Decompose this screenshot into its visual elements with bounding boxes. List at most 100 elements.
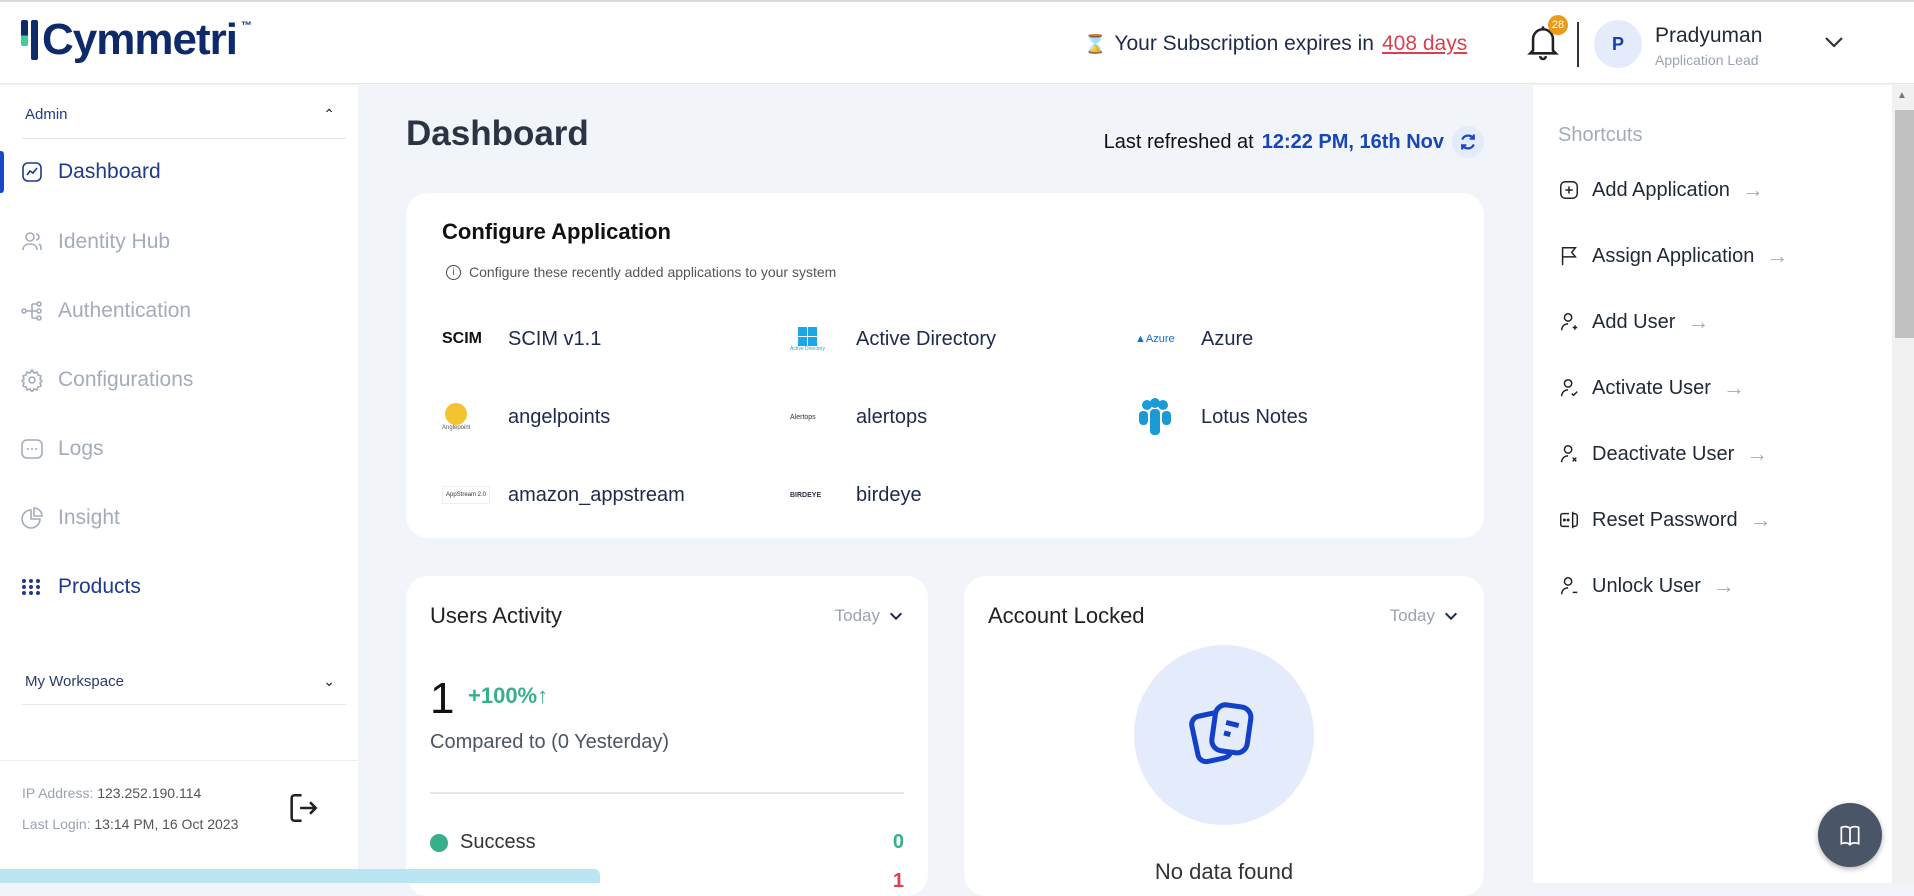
- failure-row: 1: [430, 870, 904, 893]
- logo-text: Active Directory: [790, 345, 826, 352]
- last-login: Last Login: 13:14 PM, 16 Oct 2023: [22, 816, 238, 832]
- notification-badge: 28: [1548, 15, 1568, 35]
- arrow-right-icon: →: [1741, 177, 1764, 202]
- row-value: 0: [892, 831, 904, 853]
- arrow-right-icon: →: [1766, 243, 1789, 268]
- sidebar-item-logs[interactable]: Logs: [0, 426, 358, 472]
- divider: [22, 704, 346, 705]
- chevron-down-icon[interactable]: [1822, 30, 1846, 54]
- flow-icon: [21, 301, 42, 321]
- arrow-up-icon: ↑: [537, 683, 549, 708]
- user-role: Application Lead: [1655, 52, 1759, 68]
- bell-icon[interactable]: [1526, 22, 1560, 62]
- message-check-icon: [21, 439, 43, 459]
- scroll-up-icon[interactable]: ▲: [1897, 90, 1907, 101]
- sidebar-item-label: Configurations: [58, 368, 194, 391]
- configure-application-card: [406, 193, 1484, 538]
- shortcut-deactivate-user[interactable]: Deactivate User →: [1558, 441, 1768, 467]
- azure-logo: ▲Azure: [1135, 333, 1175, 345]
- account-locked-title: Account Locked: [988, 603, 1145, 628]
- arrow-right-icon: →: [1687, 309, 1710, 334]
- users-activity-period-select[interactable]: Today: [835, 606, 904, 626]
- lotus-notes-logo: [1135, 395, 1201, 439]
- refresh-button[interactable]: [1452, 126, 1484, 158]
- scim-logo: SCIM: [442, 317, 508, 361]
- admin-section-toggle[interactable]: Admin ⌃: [25, 106, 345, 123]
- documents-icon: [1189, 702, 1254, 765]
- shortcut-activate-user[interactable]: Activate User →: [1558, 375, 1745, 401]
- app-name: Lotus Notes: [1201, 405, 1308, 428]
- avatar[interactable]: P: [1594, 20, 1642, 68]
- app-item[interactable]: Lotus Notes: [1135, 395, 1308, 439]
- app-item[interactable]: ▲Azure Azure: [1135, 317, 1253, 361]
- sidebar-item-label: Logs: [58, 437, 104, 460]
- subscription-days-link[interactable]: 408 days: [1381, 32, 1468, 55]
- shortcut-label: Add Application: [1592, 178, 1730, 201]
- cymmetri-logo[interactable]: Cymmetri ™: [21, 18, 252, 62]
- active-directory-logo: Active Directory: [790, 317, 856, 361]
- arrow-right-icon: →: [1749, 507, 1772, 532]
- sidebar-item-authentication[interactable]: Authentication: [0, 288, 358, 334]
- workspace-label: My Workspace: [25, 673, 124, 690]
- app-item[interactable]: AppStream 2.0 amazon_appstream: [442, 473, 685, 517]
- refresh-icon: [1461, 134, 1475, 150]
- sidebar: Admin ⌃ Dashboard Identity Hub Authentica…: [0, 85, 358, 883]
- sidebar-item-dashboard[interactable]: Dashboard: [0, 149, 358, 195]
- scrollbar-thumb[interactable]: [1895, 110, 1914, 338]
- row-label: Success: [460, 831, 536, 853]
- alertops-logo: Alertops: [790, 395, 856, 439]
- account-locked-period-select[interactable]: Today: [1390, 606, 1459, 626]
- shortcut-unlock-user[interactable]: Unlock User →: [1558, 573, 1735, 599]
- logout-icon[interactable]: [286, 791, 320, 825]
- users-activity-card: [406, 576, 928, 896]
- logo-mark-icon: [21, 20, 38, 60]
- book-open-icon: [1840, 825, 1860, 846]
- app-item[interactable]: SCIM SCIM v1.1: [442, 317, 601, 361]
- sidebar-item-identity-hub[interactable]: Identity Hub: [0, 219, 358, 265]
- user-check-icon: [1560, 379, 1578, 397]
- compared-text: Compared to (0 Yesterday): [430, 731, 670, 753]
- logo-text: SCIM: [442, 330, 482, 347]
- chevron-down-icon: [889, 612, 903, 621]
- last-refreshed: Last refreshed at 12:22 PM, 16th Nov: [1104, 126, 1484, 158]
- page-title: Dashboard: [406, 114, 589, 153]
- sidebar-item-label: Products: [58, 575, 141, 598]
- app-item[interactable]: Active Directory Active Directory: [790, 317, 996, 361]
- users-activity-title: Users Activity: [430, 603, 563, 628]
- app-item[interactable]: Alertops alertops: [790, 395, 927, 439]
- logo-text: Alertops: [790, 413, 816, 421]
- app-name: Azure: [1201, 327, 1254, 350]
- app-item[interactable]: Anglepoint angelpoints: [442, 395, 610, 439]
- user-x-icon: [1560, 445, 1577, 463]
- shortcut-assign-application[interactable]: Assign Application →: [1558, 243, 1788, 269]
- shortcut-add-user[interactable]: Add User →: [1558, 309, 1709, 335]
- chevron-down-icon: [1444, 612, 1458, 621]
- app-name: angelpoints: [508, 405, 611, 428]
- logo-text: BIRDEYE: [790, 491, 822, 499]
- sidebar-item-label: Dashboard: [58, 160, 161, 183]
- user-name: Pradyuman: [1655, 24, 1763, 47]
- sidebar-item-products[interactable]: Products: [0, 564, 358, 610]
- help-guide-button[interactable]: [1818, 803, 1882, 867]
- app-name: amazon_appstream: [508, 483, 685, 506]
- subscription-text: Your Subscription expires in: [1114, 32, 1374, 55]
- divider: [430, 792, 904, 794]
- ip-label: IP Address:: [22, 785, 94, 801]
- shortcut-reset-password[interactable]: Reset Password →: [1558, 507, 1772, 533]
- success-row: Success 0: [430, 831, 904, 854]
- sidebar-item-label: Identity Hub: [58, 230, 171, 253]
- subscription-notice: ⌛ Your Subscription expires in 408 days: [1084, 32, 1467, 56]
- sidebar-item-configurations[interactable]: Configurations: [0, 357, 358, 403]
- shortcut-add-application[interactable]: Add Application →: [1558, 177, 1764, 203]
- arrow-right-icon: →: [1746, 441, 1769, 466]
- sidebar-item-label: Authentication: [58, 299, 192, 322]
- period-label: Today: [1389, 606, 1435, 625]
- gear-icon: [20, 368, 44, 392]
- workspace-section-toggle[interactable]: My Workspace ⌄: [25, 673, 345, 690]
- refreshed-label: Last refreshed at: [1103, 130, 1254, 153]
- sidebar-item-insight[interactable]: Insight: [0, 495, 358, 541]
- appstream-logo: AppStream 2.0: [442, 473, 508, 517]
- browser-status-bar: [0, 869, 600, 883]
- app-item[interactable]: BIRDEYE birdeye: [790, 473, 922, 517]
- users-activity-count: 1: [430, 674, 455, 723]
